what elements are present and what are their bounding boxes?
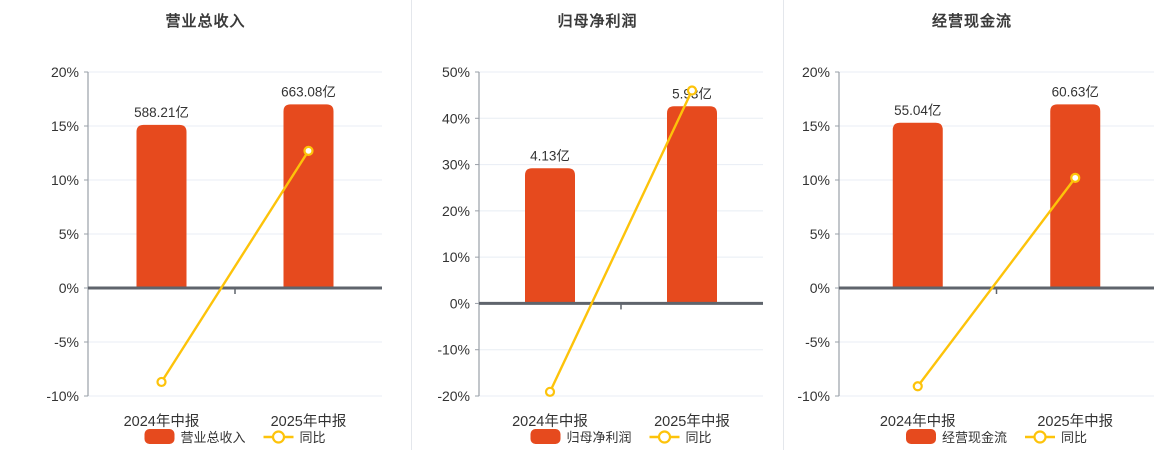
legend-line-item: 同比 [1025, 430, 1087, 445]
legend-bar-swatch [144, 429, 175, 444]
chart-canvas: 50% 40% 30% 20% 10% 0% -10% -20% 4.13亿5.93亿 2024年… [437, 64, 763, 445]
legend-line-label: 同比 [686, 430, 712, 445]
chart-title: 营业总收入 [165, 13, 246, 30]
trend-line-segment [160, 150, 310, 383]
chart-panel-operating-cash-flow: 经营现金流 20% 15% 10% 5% 0% -5% -10% 55.04亿 60.63亿 20… [783, 0, 1160, 450]
trend-line [544, 85, 698, 397]
trend-line-marker [303, 145, 314, 156]
bar-value-label: 4.13亿 [530, 148, 570, 163]
trend-line-segment [548, 90, 694, 393]
x-category-label: 2024年中报 [124, 413, 200, 430]
y-tick-label: 15% [802, 118, 830, 134]
y-grid [88, 71, 382, 397]
y-axis: 20% 15% 10% 5% 0% -5% -10% [797, 64, 840, 404]
legend-bar-swatch [530, 429, 561, 444]
chart-legend: 营业总收入 同比 [144, 429, 326, 445]
legend-bar-item: 归母净利润 [530, 429, 632, 445]
chart-panel-operating-revenue: 营业总收入 20% 15% 10% 5% 0% -5% -10% 588.21亿 663.08亿… [0, 0, 411, 450]
y-tick-label: -5% [54, 334, 79, 350]
trend-line [912, 172, 1081, 392]
bars: 4.13亿5.93亿 [525, 86, 717, 304]
bar-value-label: 60.63亿 [1052, 84, 1099, 99]
legend-line-item: 同比 [649, 430, 712, 445]
y-axis: 20% 15% 10% 5% 0% -5% -10% [46, 64, 89, 404]
trend-line-marker [1070, 172, 1081, 183]
bar [283, 104, 334, 289]
x-category-label: 2024年中报 [512, 413, 588, 430]
bar [892, 122, 943, 288]
chart-canvas: 20% 15% 10% 5% 0% -5% -10% 588.21亿 663.08亿 2024年中… [46, 64, 382, 445]
y-tick-label: 0% [810, 280, 830, 296]
bar-value-label: 55.04亿 [894, 103, 941, 118]
legend-bar-item: 经营现金流 [906, 429, 1007, 445]
chart-title: 经营现金流 [931, 13, 1012, 30]
y-tick-label: -10% [437, 342, 470, 358]
chart-panel-net-profit: 归母净利润 50% 40% 30% 20% 10% 0% -10% -20% 4.13亿5.93… [411, 0, 783, 450]
trend-line-marker [912, 381, 923, 392]
bar [667, 106, 717, 304]
y-tick-label: 30% [442, 157, 470, 173]
y-tick-label: 10% [442, 249, 470, 265]
chart-title: 归母净利润 [557, 13, 638, 30]
bar [1050, 104, 1101, 289]
y-tick-label: 5% [810, 226, 830, 242]
y-tick-label: 0% [450, 295, 470, 311]
bars: 588.21亿 663.08亿 [134, 84, 336, 289]
x-category-label: 2025年中报 [654, 413, 730, 430]
bar [136, 124, 187, 288]
legend-bar-label: 经营现金流 [942, 430, 1007, 445]
chart-legend: 经营现金流 同比 [906, 429, 1087, 445]
x-axis-labels: 2024年中报 2025年中报 [512, 413, 730, 430]
chart-legend: 归母净利润 同比 [530, 429, 712, 445]
y-tick-label: 20% [51, 64, 79, 80]
x-category-label: 2025年中报 [271, 413, 347, 430]
y-tick-label: -10% [46, 388, 79, 404]
trend-line-marker [156, 376, 167, 388]
y-grid [479, 71, 763, 397]
legend-bar-item: 营业总收入 [144, 429, 246, 445]
y-tick-label: -5% [805, 334, 830, 350]
bar-value-label: 663.08亿 [281, 84, 336, 99]
legend-bar-swatch [906, 429, 936, 444]
y-tick-label: -10% [797, 388, 830, 404]
trend-line-marker [686, 85, 698, 96]
bar-value-label: 588.21亿 [134, 105, 189, 120]
y-tick-label: 5% [59, 226, 79, 242]
bars: 55.04亿 60.63亿 [892, 84, 1101, 289]
legend-line-label: 同比 [1061, 430, 1087, 445]
y-tick-label: 20% [802, 64, 830, 80]
y-tick-label: 10% [51, 172, 79, 188]
legend-line-marker-icon [657, 430, 672, 444]
x-axis-labels: 2024年中报 2025年中报 [124, 413, 347, 430]
y-axis: 50% 40% 30% 20% 10% 0% -10% -20% [437, 64, 480, 404]
x-category-label: 2025年中报 [1037, 413, 1113, 430]
bar [525, 168, 575, 304]
y-tick-label: 20% [442, 203, 470, 219]
y-tick-label: 10% [802, 172, 830, 188]
y-grid [839, 71, 1154, 397]
legend-line-item: 同比 [263, 430, 326, 445]
legend-bar-label: 归母净利润 [567, 430, 632, 445]
y-tick-label: 40% [442, 110, 470, 126]
trend-line-marker [544, 386, 556, 397]
legend-line-label: 同比 [300, 430, 326, 445]
trend-line [156, 145, 314, 388]
legend-line-marker-icon [271, 430, 286, 444]
y-tick-label: 50% [442, 64, 470, 80]
x-axis-labels: 2024年中报 2025年中报 [880, 413, 1113, 430]
y-tick-label: 15% [51, 118, 79, 134]
legend-line-marker-icon [1033, 430, 1047, 444]
x-category-label: 2024年中报 [880, 413, 956, 430]
y-tick-label: -20% [437, 388, 470, 404]
trend-line-segment [916, 177, 1077, 388]
legend-bar-label: 营业总收入 [181, 430, 246, 445]
y-tick-label: 0% [59, 280, 79, 296]
